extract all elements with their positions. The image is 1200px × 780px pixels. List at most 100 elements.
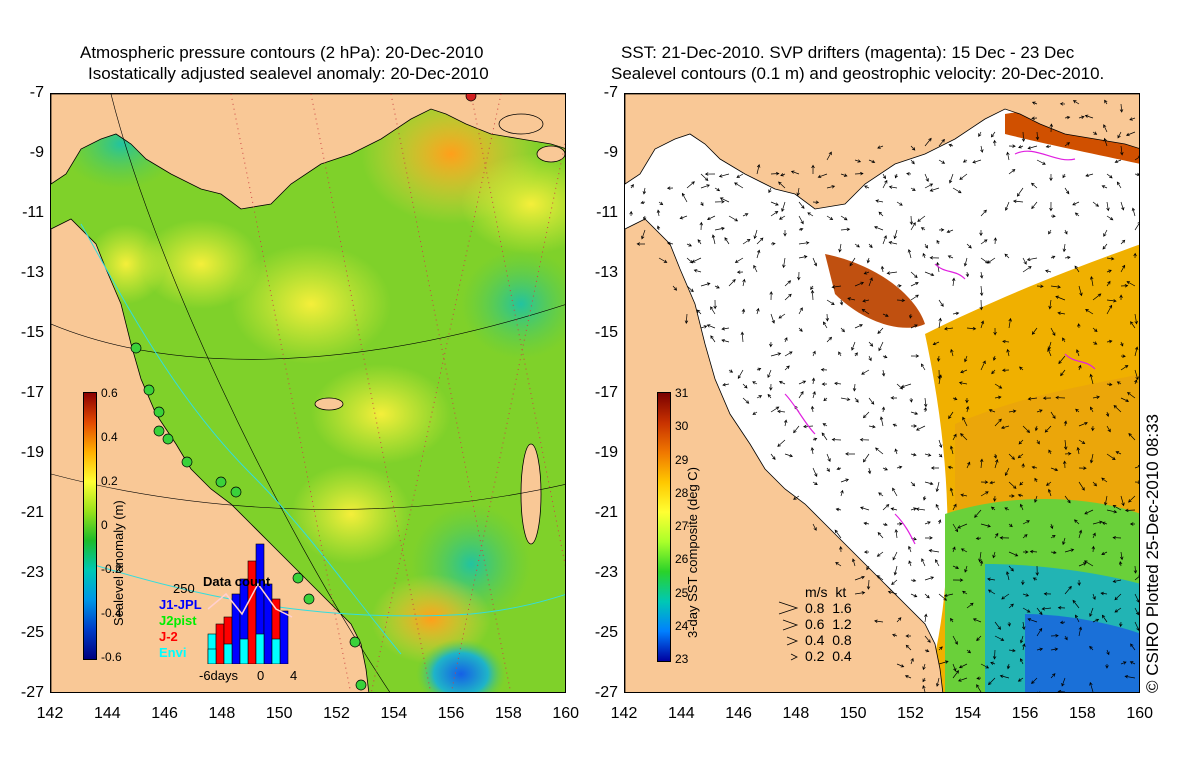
land-new-guinea-sst: [625, 94, 1139, 210]
velocity-arrow: [1072, 201, 1080, 206]
velocity-arrow: [784, 337, 788, 343]
velocity-arrow: [700, 325, 708, 329]
velocity-arrow: [896, 663, 905, 668]
velocity-arrow: [892, 423, 898, 427]
velocity-arrow: [826, 215, 834, 221]
velocity-arrow: [752, 381, 758, 385]
velocity-arrow: [896, 465, 903, 470]
x-tick-label: 154: [954, 705, 982, 722]
sealevel-anomaly-map: 0.6 0.4 0.2 0 -0.2 -0.4 -0.6 Sealevel anomaly …: [50, 93, 566, 693]
sst-map: 31 30 29 28 27 26 25 24 23 3-day SST composite (…: [624, 93, 1140, 693]
velocity-arrow: [892, 551, 898, 561]
velocity-arrow: [1019, 481, 1024, 486]
velocity-arrow: [1050, 327, 1056, 336]
velocity-arrow: [810, 447, 815, 455]
velocity-arrow: [891, 579, 898, 586]
velocity-arrow: [951, 277, 956, 287]
velocity-arrow: [742, 383, 748, 389]
velocity-arrow: [908, 313, 913, 319]
velocity-arrow: [1106, 304, 1113, 315]
velocity-arrow: [929, 187, 940, 192]
velocity-arrow: [840, 327, 845, 333]
velocity-arrow: [672, 285, 678, 291]
velocity-arrow: [950, 348, 954, 357]
velocity-arrow: [943, 593, 954, 598]
velocity-arrow: [1059, 102, 1066, 106]
velocity-arrow: [756, 164, 761, 175]
velocity-arrow: [1050, 673, 1056, 679]
histogram-bars: [207, 543, 293, 664]
velocity-arrow: [1105, 663, 1109, 669]
velocity-arrow: [1022, 534, 1028, 539]
velocity-arrow: [974, 509, 982, 518]
velocity-arrow: [734, 182, 744, 189]
velocity-arrow: [796, 187, 800, 197]
velocity-arrow: [868, 424, 876, 429]
velocity-arrow: [1120, 365, 1129, 371]
sealevel-colorbar-title: Sealevel anomaly (m): [111, 500, 126, 626]
velocity-arrow: [938, 374, 943, 385]
velocity-arrow: [924, 137, 932, 147]
velocity-arrow: [862, 299, 870, 303]
histogram-x-right: 4: [290, 668, 298, 683]
velocity-arrow: [700, 201, 704, 207]
velocity-arrow: [1077, 579, 1081, 587]
velocity-arrow: [910, 481, 916, 487]
velocity-arrow: [877, 531, 884, 539]
velocity-arrow: [784, 351, 793, 357]
velocity-arrow: [1022, 425, 1031, 433]
velocity-arrow: [1050, 467, 1059, 472]
velocity-arrow: [1008, 453, 1015, 460]
velocity-arrow: [866, 579, 871, 590]
velocity-arrow: [1060, 369, 1066, 377]
velocity-arrow: [930, 466, 940, 470]
land-australia-sst: [625, 218, 944, 692]
velocity-arrow: [936, 355, 941, 362]
velocity-arrow: [1074, 212, 1080, 217]
velocity-legend-row-0: 0.8 1.6: [805, 600, 852, 616]
velocity-arrow: [778, 181, 786, 189]
velocity-arrow: [1106, 256, 1115, 261]
velocity-arrow: [1008, 523, 1013, 528]
velocity-arrow: [1032, 577, 1038, 581]
velocity-arrow: [1092, 327, 1098, 333]
velocity-arrow: [1022, 257, 1027, 265]
velocity-arrow: [1084, 114, 1094, 119]
velocity-legend-header: m/s kt: [805, 584, 847, 600]
velocity-arrow: [790, 170, 800, 175]
velocity-arrow: [1017, 677, 1024, 682]
velocity-arrows: [629, 99, 1139, 692]
velocity-arrow: [1031, 101, 1038, 105]
velocity-arrow: [696, 309, 702, 315]
velocity-arrow: [1048, 299, 1052, 310]
velocity-arrow: [1021, 579, 1025, 586]
velocity-arrow: [831, 437, 842, 442]
x-tick-label: 150: [265, 705, 293, 722]
velocity-arrow: [922, 677, 926, 683]
velocity-arrow: [1048, 229, 1052, 235]
velocity-arrow: [826, 185, 836, 189]
x-tick-label: 150: [839, 705, 867, 722]
velocity-arrow: [734, 257, 744, 263]
velocity-arrow: [840, 478, 850, 483]
velocity-arrow: [966, 691, 967, 692]
x-tick-label: 142: [610, 705, 638, 722]
velocity-arrow: [896, 617, 902, 623]
velocity-arrow: [938, 159, 946, 164]
velocity-arrow: [1049, 173, 1053, 182]
x-tick-label: 154: [380, 705, 408, 722]
velocity-arrow: [994, 621, 1001, 630]
velocity-arrow: [812, 350, 816, 357]
velocity-arrow: [756, 395, 763, 399]
velocity-arrow: [999, 674, 1010, 679]
velocity-arrow: [1134, 313, 1138, 325]
velocity-arrow: [1124, 674, 1136, 679]
velocity-arrow: [1120, 661, 1127, 665]
velocity-arrow: [1022, 520, 1030, 525]
velocity-arrow: [1092, 593, 1096, 601]
velocity-arrow: [1047, 488, 1052, 497]
velocity-arrow: [868, 277, 873, 287]
velocity-arrow: [963, 257, 968, 267]
velocity-arrow: [710, 335, 716, 343]
velocity-arrow: [980, 480, 989, 484]
